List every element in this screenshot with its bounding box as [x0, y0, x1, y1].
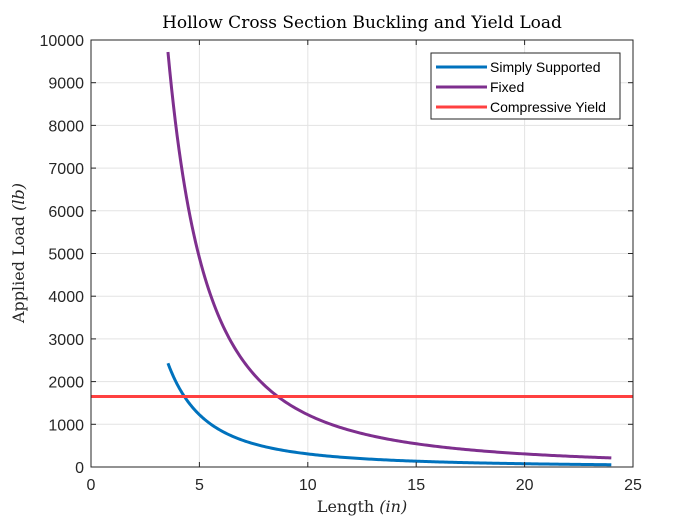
y-axis-label-main: Applied Load — [9, 211, 28, 324]
x-tick-label: 15 — [407, 477, 425, 494]
y-tick-label: 10000 — [40, 33, 85, 50]
y-tick-label: 6000 — [48, 204, 84, 221]
x-tick-label: 10 — [299, 477, 317, 494]
y-tick-label: 1000 — [48, 417, 84, 434]
legend-label-0: Simply Supported — [490, 59, 601, 75]
y-tick-label: 3000 — [48, 332, 84, 349]
y-tick-label: 5000 — [48, 247, 84, 264]
x-axis-ticks: 0 5 10 15 20 25 — [87, 40, 642, 494]
x-axis-label: Length (in) — [317, 497, 407, 516]
legend-label-1: Fixed — [490, 79, 524, 95]
y-axis-ticks: 0 1000 2000 3000 4000 5000 6000 7000 8000 9000 100… — [40, 33, 633, 477]
y-tick-label: 0 — [75, 460, 84, 477]
y-axis-label-unit: (lb) — [9, 183, 28, 211]
series-layer — [91, 51, 633, 467]
x-axis-label-unit: (in) — [379, 497, 407, 516]
legend: Simply Supported Fixed Compressive Yield — [430, 52, 621, 120]
legend-label-2: Compressive Yield — [490, 99, 606, 115]
y-tick-label: 7000 — [48, 161, 84, 178]
y-tick-label: 9000 — [48, 76, 84, 93]
series-line-0 — [166, 362, 612, 467]
y-tick-label: 8000 — [48, 118, 84, 135]
y-axis-label: Applied Load (lb) — [9, 183, 28, 324]
x-tick-label: 5 — [195, 477, 204, 494]
y-tick-label: 2000 — [48, 375, 84, 392]
y-tick-label: 4000 — [48, 289, 84, 306]
series-line-1 — [166, 51, 612, 460]
x-tick-label: 25 — [624, 477, 642, 494]
x-tick-label: 0 — [87, 477, 96, 494]
x-axis-label-main: Length — [317, 497, 379, 516]
x-tick-label: 20 — [516, 477, 534, 494]
chart-title: Hollow Cross Section Buckling and Yield … — [162, 13, 562, 33]
